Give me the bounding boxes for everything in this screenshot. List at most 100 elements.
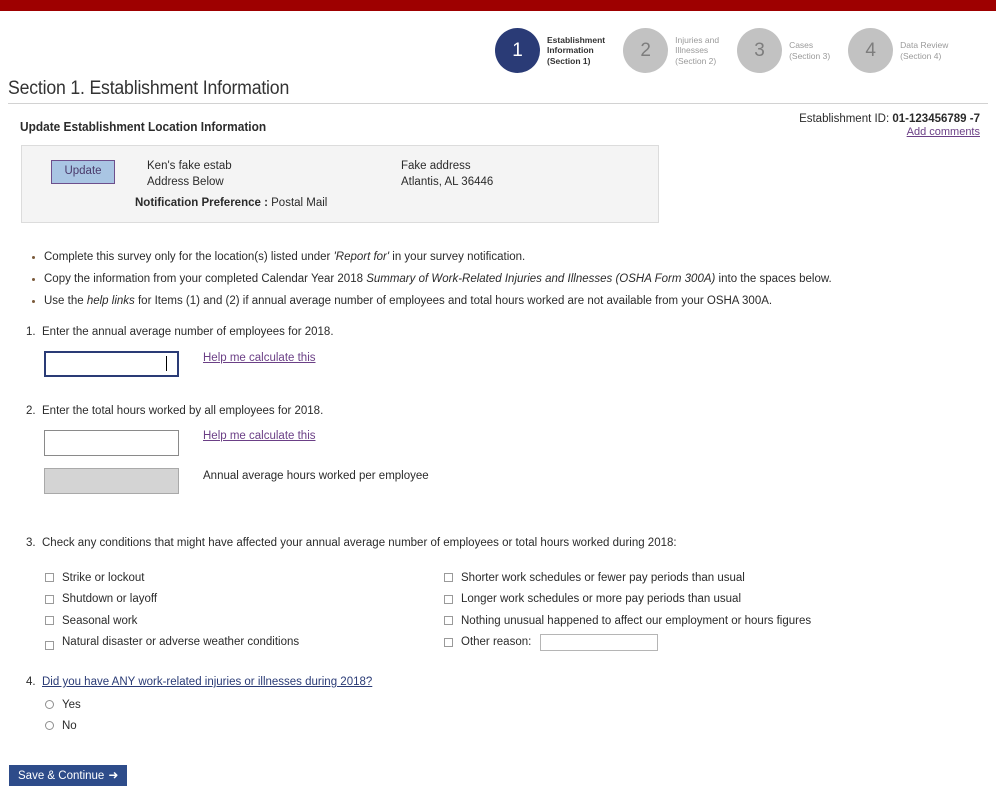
arrow-right-icon: ➜ <box>108 768 119 782</box>
save-and-continue-button[interactable]: Save & Continue ➜ <box>9 765 128 786</box>
step-label-3-line1: Cases <box>789 40 814 50</box>
checkbox-strike-icon[interactable] <box>45 573 54 583</box>
question-1-label: 1. Enter the annual average number of emp… <box>26 326 334 338</box>
question-1-number: 1. <box>26 326 36 338</box>
add-comments-link[interactable]: Add comments <box>906 126 980 138</box>
instruction-2-part-b: into the spaces below. <box>715 273 832 285</box>
step-circle-4: 4 <box>848 28 894 73</box>
checkbox-row-nothing-unusual[interactable]: Nothing unusual happened to affect our e… <box>444 610 811 632</box>
checkbox-label-longer-schedules: Longer work schedules or more pay period… <box>461 593 741 606</box>
question-2-text: Enter the total hours worked by all empl… <box>42 405 324 417</box>
establishment-city-state-zip: Atlantis, AL 36446 <box>401 176 494 188</box>
checkbox-label-natural-disaster: Natural disaster or adverse weather cond… <box>62 636 300 649</box>
help-calculate-employees-link[interactable]: Help me calculate this <box>203 352 316 364</box>
annual-average-employees-input[interactable] <box>44 351 179 377</box>
checkbox-seasonal-icon[interactable] <box>45 616 54 626</box>
establishment-name: Ken's fake estab <box>147 160 232 172</box>
question-1-text: Enter the annual average number of emplo… <box>42 326 334 338</box>
instruction-bullet-1: Complete this survey only for the locati… <box>44 250 832 264</box>
step-label-3-line3: (Section 3) <box>789 50 831 61</box>
update-establishment-heading: Update Establishment Location Informatio… <box>20 120 267 134</box>
instruction-1-part-b: in your survey notification. <box>389 251 526 263</box>
step-item-2[interactable]: 2 Injuries and Illnesses (Section 2) <box>623 28 719 73</box>
instruction-3-emphasis: help links <box>86 295 135 307</box>
page-title: Section 1. Establishment Information <box>8 78 290 99</box>
checkbox-row-seasonal[interactable]: Seasonal work <box>45 610 299 632</box>
step-label-1-line2: Information <box>547 45 594 56</box>
checkbox-row-shorter-schedules[interactable]: Shorter work schedules or fewer pay peri… <box>444 567 811 589</box>
step-label-2: Injuries and Illnesses (Section 2) <box>675 35 719 67</box>
step-label-3: Cases (Section 3) <box>789 40 830 61</box>
radio-row-yes[interactable]: Yes <box>45 694 81 715</box>
instruction-3-part-b: for Items (1) and (2) if annual average … <box>134 295 773 307</box>
establishment-address-column: Fake address Atlantis, AL 36446 <box>401 158 493 190</box>
checkbox-label-nothing-unusual: Nothing unusual happened to affect our e… <box>461 614 812 627</box>
checkbox-label-other-reason: Other reason: <box>461 636 532 649</box>
step-circle-1: 1 <box>495 28 540 73</box>
checkbox-label-strike: Strike or lockout <box>62 571 145 584</box>
checkbox-label-shorter-schedules: Shorter work schedules or fewer pay peri… <box>461 571 745 584</box>
notification-preference-value: Postal Mail <box>271 197 328 209</box>
checkbox-label-seasonal: Seasonal work <box>62 614 138 627</box>
total-hours-worked-input[interactable] <box>44 430 179 456</box>
step-item-3[interactable]: 3 Cases (Section 3) <box>737 28 830 73</box>
step-progress-indicator: 1 Establishment Information (Section 1) … <box>495 28 966 73</box>
checkbox-row-shutdown[interactable]: Shutdown or layoff <box>45 589 299 611</box>
step-circle-3: 3 <box>737 28 783 73</box>
instruction-2-part-a: Copy the information from your completed… <box>44 273 367 285</box>
step-item-1[interactable]: 1 Establishment Information (Section 1) <box>495 28 605 73</box>
other-reason-input[interactable] <box>540 633 659 651</box>
checkbox-row-other-reason[interactable]: Other reason: <box>444 632 811 654</box>
save-and-continue-label: Save & Continue <box>18 770 105 782</box>
step-label-2-line2: Illnesses <box>675 45 709 56</box>
establishment-info-panel: Update Ken's fake estab Address Below Fa… <box>21 145 659 223</box>
establishment-address-line: Address Below <box>147 176 224 188</box>
injuries-illnesses-radio-group: Yes No <box>45 694 81 736</box>
notification-preference: Notification Preference : Postal Mail <box>135 197 327 209</box>
instruction-bullet-2: Copy the information from your completed… <box>44 272 832 286</box>
checkbox-shutdown-icon[interactable] <box>45 594 54 604</box>
checkbox-other-reason-icon[interactable] <box>444 637 453 647</box>
establishment-name-column: Ken's fake estab Address Below <box>147 158 232 190</box>
radio-label-yes: Yes <box>62 698 81 711</box>
radio-label-no: No <box>62 719 77 732</box>
radio-yes-icon[interactable] <box>45 700 54 709</box>
update-button[interactable]: Update <box>51 160 115 184</box>
instruction-1-part-a: Complete this survey only for the locati… <box>44 251 334 263</box>
step-label-4-line1: Data Review <box>900 40 949 50</box>
question-2-number: 2. <box>26 405 36 417</box>
establishment-address-label: Fake address <box>401 160 471 172</box>
checkbox-row-strike[interactable]: Strike or lockout <box>45 567 299 589</box>
checkbox-row-longer-schedules[interactable]: Longer work schedules or more pay period… <box>444 589 811 611</box>
instructions-list: Complete this survey only for the locati… <box>27 250 832 316</box>
step-item-4[interactable]: 4 Data Review (Section 4) <box>848 28 948 73</box>
checkbox-label-shutdown: Shutdown or layoff <box>62 593 158 606</box>
checkbox-nothing-unusual-icon[interactable] <box>444 616 453 626</box>
annual-average-hours-label: Annual average hours worked per employee <box>203 470 429 482</box>
radio-row-no[interactable]: No <box>45 715 81 736</box>
step-label-2-line1: Injuries and <box>675 34 720 45</box>
question-3-number: 3. <box>26 537 36 549</box>
step-label-4: Data Review (Section 4) <box>900 40 948 61</box>
question-4-help-link[interactable]: Did you have ANY work-related injuries o… <box>42 676 373 688</box>
step-label-2-line3: (Section 2) <box>675 55 717 66</box>
text-cursor <box>166 356 167 371</box>
checkbox-natural-disaster-icon[interactable] <box>45 640 54 650</box>
establishment-id-label: Establishment ID: <box>799 113 890 125</box>
checkbox-longer-schedules-icon[interactable] <box>444 594 453 604</box>
question-4-label: 4. Did you have ANY work-related injuries… <box>26 676 372 688</box>
question-3-label: 3. Check any conditions that might have a… <box>26 537 677 549</box>
checkbox-row-natural-disaster[interactable]: Natural disaster or adverse weather cond… <box>45 632 299 654</box>
step-label-4-line3: (Section 4) <box>900 50 942 61</box>
establishment-id-value: 01-123456789 -7 <box>892 113 980 125</box>
notification-preference-label: Notification Preference : <box>135 197 268 209</box>
step-circle-2: 2 <box>623 28 669 73</box>
radio-no-icon[interactable] <box>45 721 54 730</box>
instruction-3-part-a: Use the <box>44 295 87 307</box>
question-2-label: 2. Enter the total hours worked by all em… <box>26 405 323 417</box>
checkbox-shorter-schedules-icon[interactable] <box>444 573 453 583</box>
conditions-left-column: Strike or lockout Shutdown or layoff Sea… <box>45 567 299 653</box>
help-calculate-hours-link[interactable]: Help me calculate this <box>203 430 316 442</box>
annual-average-hours-readonly-field <box>44 468 179 494</box>
conditions-right-column: Shorter work schedules or fewer pay peri… <box>444 567 811 653</box>
